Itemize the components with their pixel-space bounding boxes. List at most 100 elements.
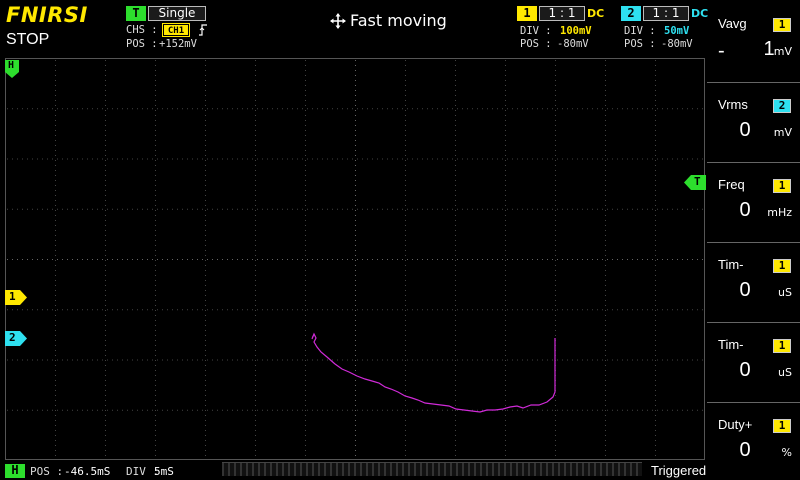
grid-dot [157,309,158,311]
measurement-3[interactable]: Tim- 1 0 uS [707,242,800,318]
grid-dot [262,409,263,411]
grid-dot [652,108,653,110]
grid-dot [472,108,473,110]
grid-dot [455,265,456,266]
grid-dot [255,230,256,231]
ch2-coupling: DC [691,7,709,20]
grid-dot [337,259,338,260]
ch1-settings[interactable]: 1 1 : 1 DC DIV : 100mV POS : -80mV [517,6,613,52]
grid-dot [205,165,206,166]
measurement-value: 0 [739,119,751,141]
grid-dot [605,165,606,166]
grid-dot [105,355,106,356]
timebase-pos-value[interactable]: -46.5mS [64,465,111,478]
grid-dot [152,108,153,110]
grid-dot [47,259,48,260]
grid-dot [272,409,273,411]
grid-dot [662,359,663,361]
grid-dot [455,425,456,426]
trigger-mode[interactable]: Single [148,6,206,21]
grid-dot [477,309,478,311]
grid-dot [105,305,106,306]
grid-dot [405,265,406,266]
grid-dot [122,409,123,411]
grid-dot [255,210,256,211]
grid-dot [655,205,656,206]
grid-dot [205,100,206,101]
grid-dot [655,260,656,261]
grid-dot [362,259,363,260]
grid-dot [205,180,206,181]
grid-dot [37,208,38,210]
grid-dot [317,208,318,210]
measurement-value: 0 [739,279,751,301]
grid-dot [322,208,323,210]
grid-dot [462,309,463,311]
grid-dot [355,325,356,326]
ch2-settings[interactable]: 2 1 : 1 DC DIV : 50mV POS : -80mV [621,6,709,52]
grid-dot [427,208,428,210]
grid-dot [452,208,453,210]
run-state[interactable]: STOP [6,31,50,48]
grid-dot [227,409,228,411]
grid-dot [155,135,156,136]
grid-dot [205,270,206,271]
grid-dot [355,85,356,86]
grid-dot [607,309,608,311]
grid-dot [655,150,656,151]
grid-dot [62,208,63,210]
grid-dot [22,158,23,160]
h-marker[interactable]: H [5,60,19,78]
grid-dot [47,108,48,110]
grid-dot [105,230,106,231]
grid-dot [455,370,456,371]
grid-dot [607,108,608,110]
measurement-4[interactable]: Tim- 1 0 uS [707,322,800,398]
grid-dot [105,425,106,426]
measurement-0[interactable]: Vavg 1-1 mV [707,2,800,78]
grid-dot [52,108,53,110]
grid-dot [177,208,178,210]
grid-dot [555,255,556,256]
grid-dot [255,155,256,156]
grid-dot [55,270,56,271]
ch1-offset-marker[interactable]: 1 [5,290,27,305]
grid-dot [67,259,68,260]
ch2-offset-marker[interactable]: 2 [5,331,27,346]
grid-dot [37,108,38,110]
grid-dot [555,150,556,151]
trigger-settings[interactable]: T Single CHS : CH1 POS : +152mV [126,6,221,52]
grid-dot [155,270,156,271]
timebase-div-value[interactable]: 5mS [154,465,174,478]
grid-dot [282,108,283,110]
waveform-canvas[interactable] [5,58,705,460]
measurement-1[interactable]: Vrms 2 0 mV [707,82,800,158]
grid-dot [255,305,256,306]
grid-dot [522,409,523,411]
measurement-2[interactable]: Freq 1 0 mHz [707,162,800,238]
grid-dot [262,108,263,110]
grid-dot [362,158,363,160]
grid-dot [317,309,318,311]
grid-dot [455,320,456,321]
grid-dot [407,208,408,210]
grid-dot [655,310,656,311]
measurement-label: Vavg [718,16,747,31]
grid-dot [155,325,156,326]
grid-dot [455,410,456,411]
grid-dot [432,359,433,361]
grid-dot [482,359,483,361]
grid-dot [287,108,288,110]
grid-dot [105,60,106,61]
trigger-level-marker[interactable]: T [684,175,706,190]
grid-dot [237,409,238,411]
grid-dot [155,190,156,191]
grid-dot [305,445,306,446]
grid-dot [55,315,56,316]
grid-dot [355,210,356,211]
grid-dot [555,225,556,226]
measurement-5[interactable]: Duty+ 1 0% [707,402,800,478]
memory-position-bar[interactable] [222,462,642,476]
grid-dot [447,208,448,210]
grid-dot [527,108,528,110]
